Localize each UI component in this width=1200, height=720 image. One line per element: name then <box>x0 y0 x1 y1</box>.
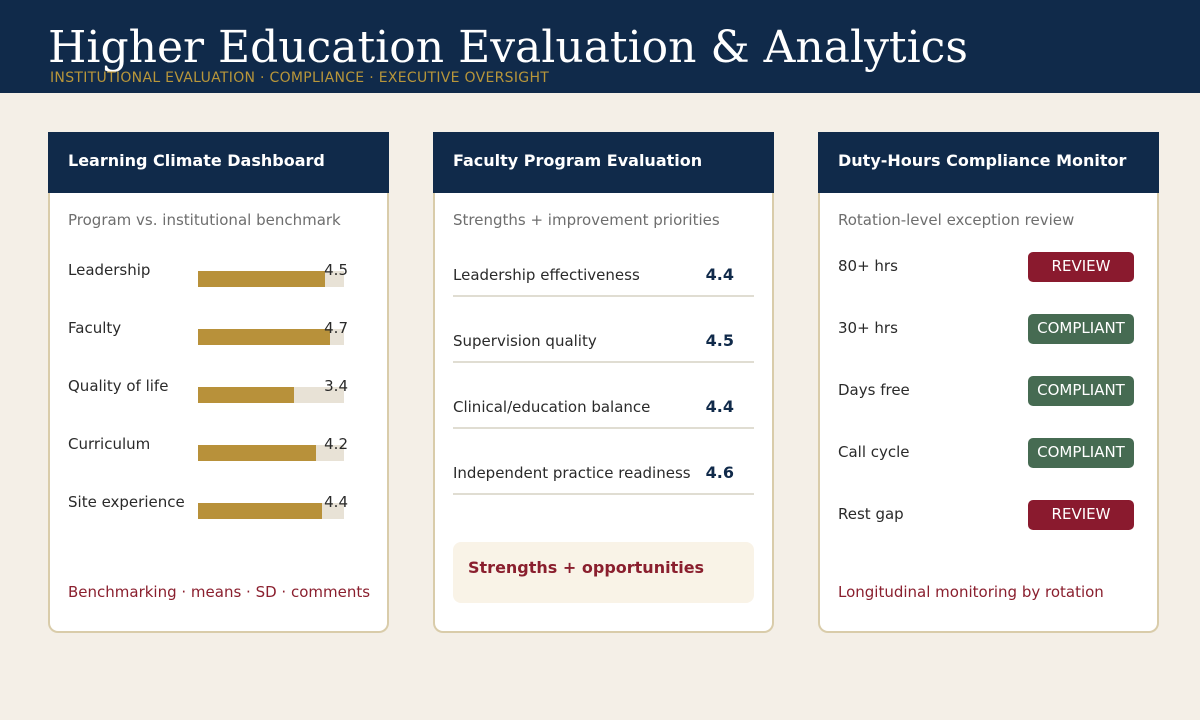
duty-row-80-hrs: 80+ hrs REVIEW <box>838 252 1138 284</box>
callout-title: Strengths + opportunities <box>468 558 705 577</box>
duty-label: Days free <box>838 381 910 399</box>
card-subtitle: Program vs. institutional benchmark <box>68 211 341 229</box>
climate-label: Quality of life <box>68 377 169 395</box>
status-badge[interactable]: COMPLIANT <box>1028 376 1134 406</box>
faculty-row: Supervision quality 4.5 <box>453 323 754 363</box>
climate-value: 4.2 <box>324 435 348 453</box>
faculty-score: 4.6 <box>705 463 734 482</box>
climate-value: 4.7 <box>324 319 348 337</box>
page-title: Higher Education Evaluation & Analytics <box>48 22 968 73</box>
climate-label: Leadership <box>68 261 151 279</box>
faculty-label: Independent practice readiness <box>453 464 691 482</box>
climate-value: 4.5 <box>324 261 348 279</box>
duty-label: 80+ hrs <box>838 257 898 275</box>
duty-row-call-cycle: Call cycle COMPLIANT <box>838 438 1138 470</box>
faculty-score: 4.4 <box>705 397 734 416</box>
card-header: Learning Climate Dashboard <box>48 132 389 193</box>
faculty-evaluation-card: Faculty Program Evaluation Strengths + i… <box>433 132 774 633</box>
card-footer-link[interactable]: Longitudinal monitoring by rotation <box>838 583 1104 601</box>
card-header: Faculty Program Evaluation <box>433 132 774 193</box>
duty-label: Rest gap <box>838 505 904 523</box>
status-badge[interactable]: COMPLIANT <box>1028 314 1134 344</box>
status-badge[interactable]: COMPLIANT <box>1028 438 1134 468</box>
card-subtitle: Strengths + improvement priorities <box>453 211 720 229</box>
climate-bar-track <box>198 387 344 403</box>
climate-bar-fill <box>198 271 325 287</box>
card-title: Duty-Hours Compliance Monitor <box>838 151 1127 170</box>
climate-label: Curriculum <box>68 435 151 453</box>
climate-bar-fill <box>198 329 330 345</box>
status-badge[interactable]: REVIEW <box>1028 252 1134 282</box>
faculty-label: Supervision quality <box>453 332 597 350</box>
card-title: Learning Climate Dashboard <box>68 151 325 170</box>
climate-label: Site experience <box>68 493 185 511</box>
duty-label: Call cycle <box>838 443 910 461</box>
climate-value: 4.4 <box>324 493 348 511</box>
duty-row-rest-gap: Rest gap REVIEW <box>838 500 1138 532</box>
climate-row-leadership: Leadership 4.5 <box>68 261 368 291</box>
climate-bar-fill <box>198 445 316 461</box>
duty-row-30-hrs: 30+ hrs COMPLIANT <box>838 314 1138 346</box>
climate-row-quality-of-life: Quality of life 3.4 <box>68 377 368 407</box>
status-badge[interactable]: REVIEW <box>1028 500 1134 530</box>
climate-row-site-experience: Site experience 4.4 <box>68 493 368 523</box>
faculty-row: Clinical/education balance 4.4 <box>453 389 754 429</box>
climate-bar-track <box>198 503 344 519</box>
climate-row-faculty: Faculty 4.7 <box>68 319 368 349</box>
page-subtitle: INSTITUTIONAL EVALUATION · COMPLIANCE · … <box>50 70 550 86</box>
card-header: Duty-Hours Compliance Monitor <box>818 132 1159 193</box>
faculty-label: Leadership effectiveness <box>453 266 640 284</box>
climate-bar-fill <box>198 387 294 403</box>
strengths-callout[interactable]: Strengths + opportunities <box>453 542 754 603</box>
faculty-score: 4.4 <box>705 265 734 284</box>
climate-label: Faculty <box>68 319 122 337</box>
climate-bar-fill <box>198 503 322 519</box>
page-header: Higher Education Evaluation & Analytics … <box>0 0 1200 93</box>
faculty-row: Leadership effectiveness 4.4 <box>453 257 754 297</box>
climate-row-curriculum: Curriculum 4.2 <box>68 435 368 465</box>
card-title: Faculty Program Evaluation <box>453 151 703 170</box>
faculty-row: Independent practice readiness 4.6 <box>453 455 754 495</box>
faculty-label: Clinical/education balance <box>453 398 651 416</box>
card-footer-link[interactable]: Benchmarking · means · SD · comments <box>68 583 371 601</box>
duty-label: 30+ hrs <box>838 319 898 337</box>
card-subtitle: Rotation-level exception review <box>838 211 1075 229</box>
climate-bar-track <box>198 271 344 287</box>
duty-hours-card: Duty-Hours Compliance Monitor Rotation-l… <box>818 132 1159 633</box>
learning-climate-card: Learning Climate Dashboard Program vs. i… <box>48 132 389 633</box>
faculty-score: 4.5 <box>705 331 734 350</box>
duty-row-days-free: Days free COMPLIANT <box>838 376 1138 408</box>
climate-bar-track <box>198 329 344 345</box>
climate-bar-track <box>198 445 344 461</box>
climate-value: 3.4 <box>324 377 348 395</box>
